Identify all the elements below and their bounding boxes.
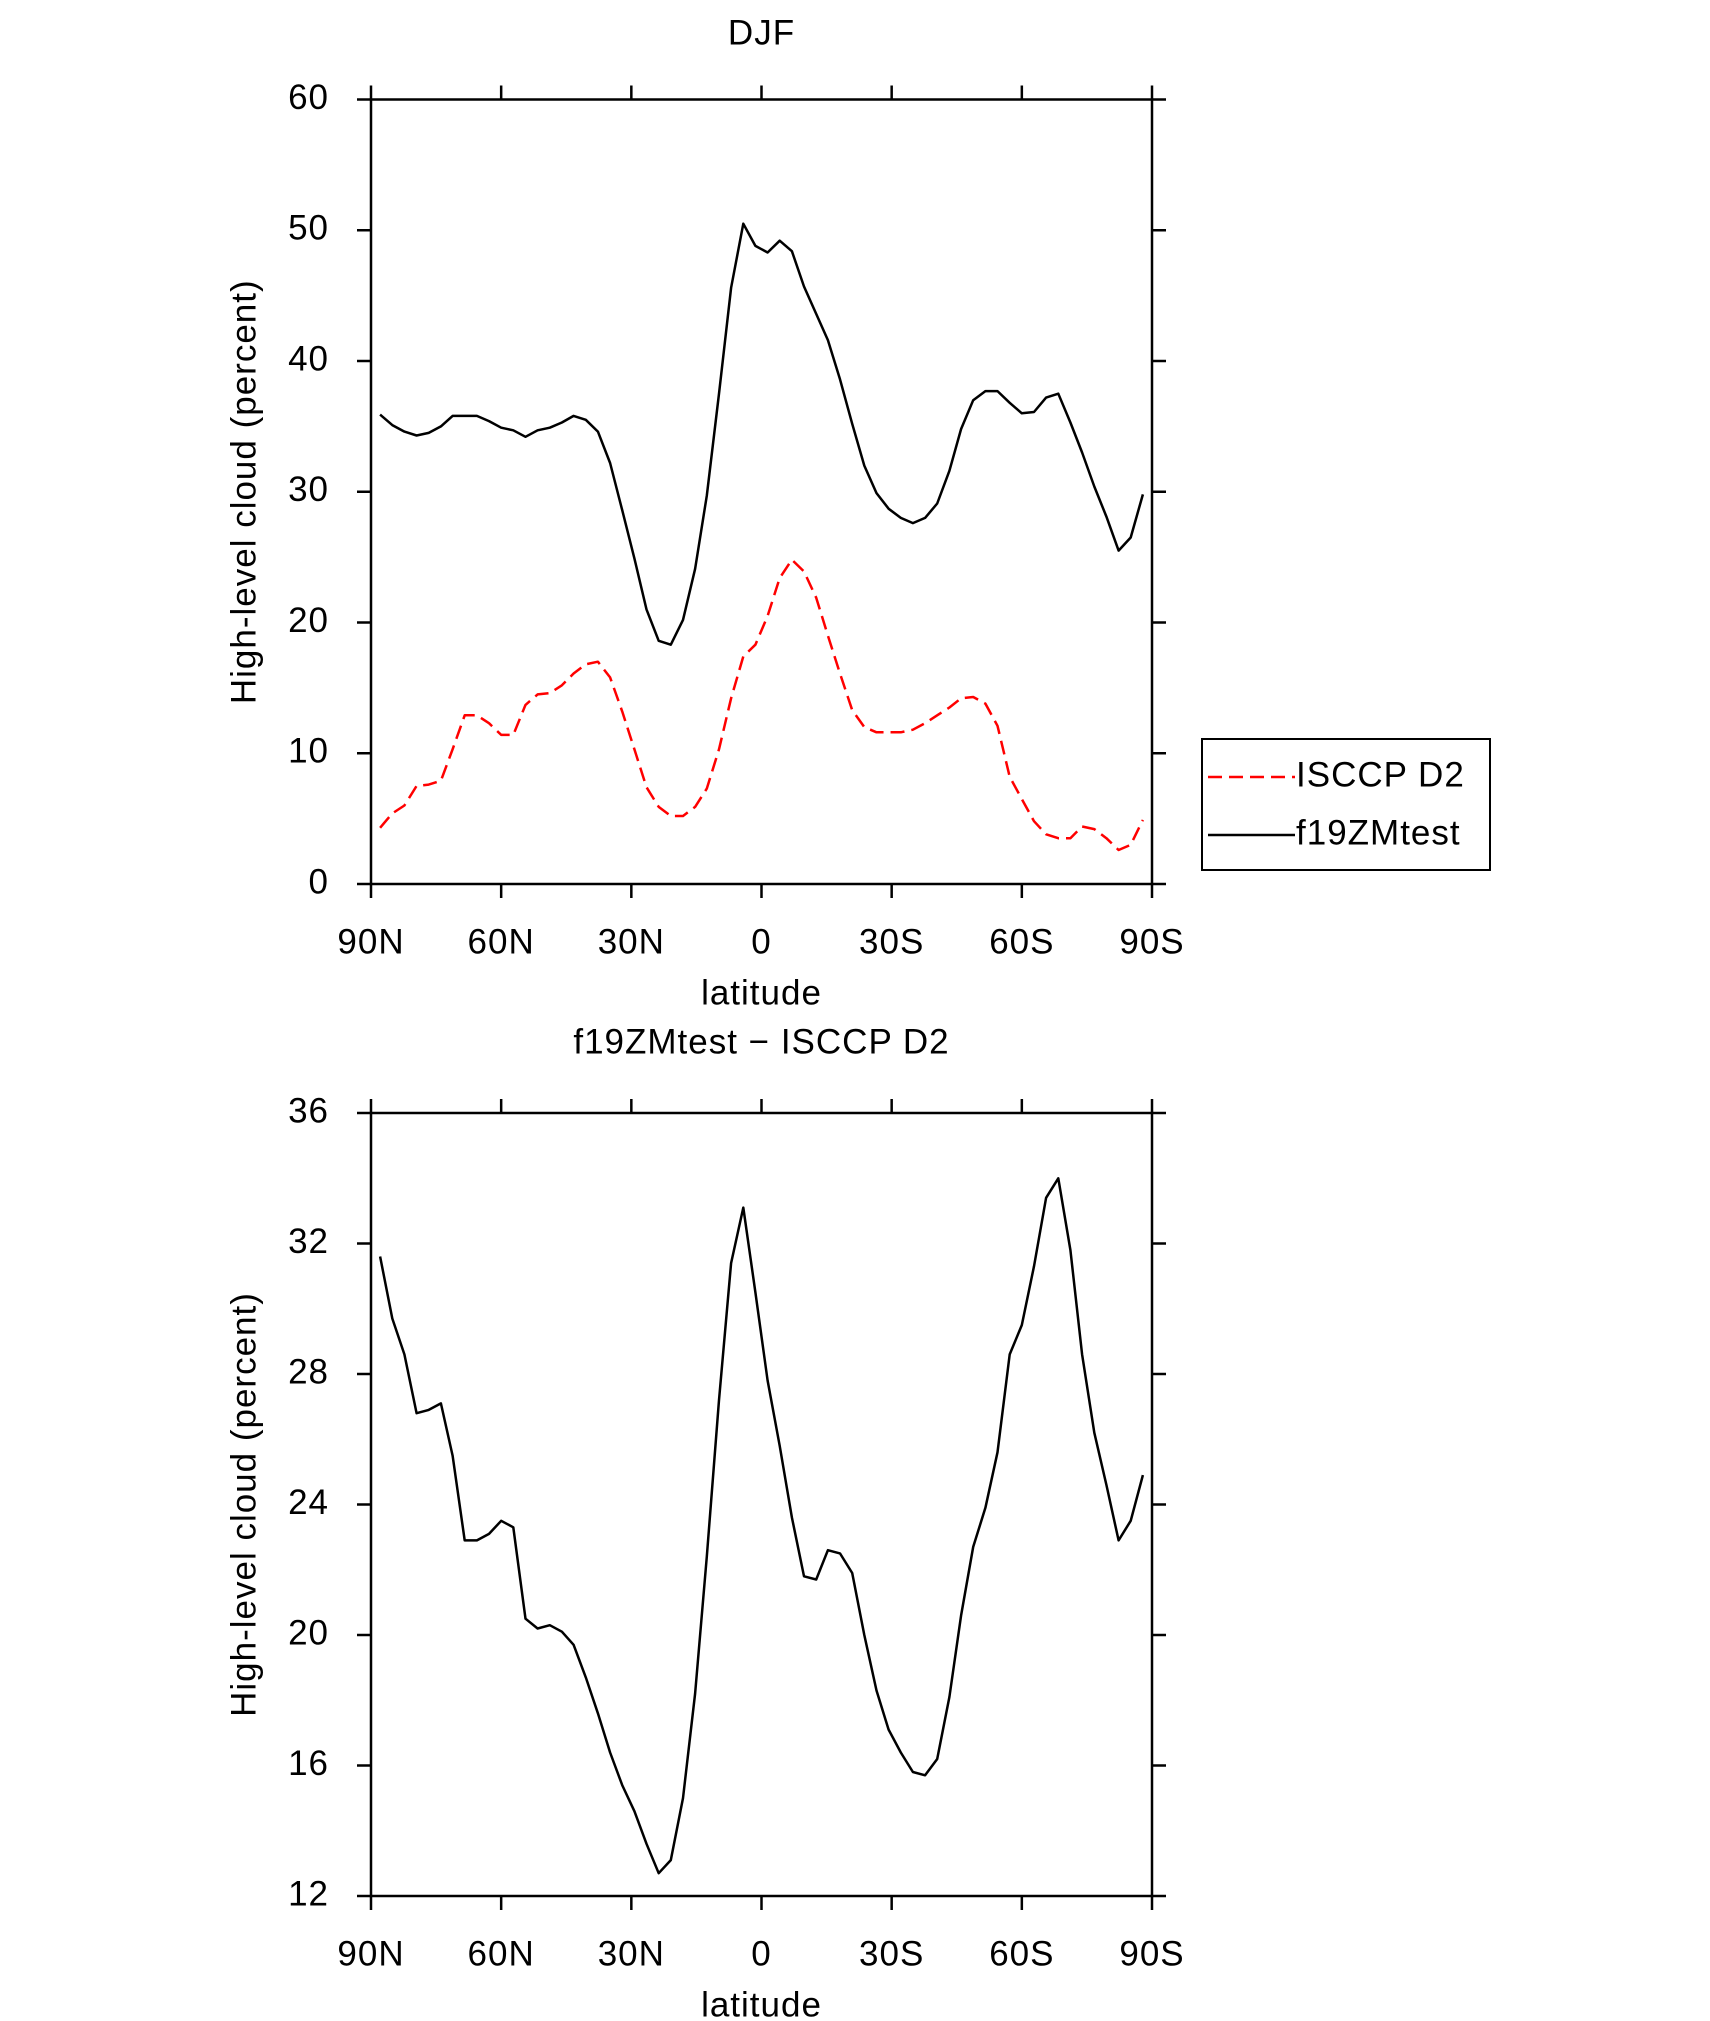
y-tick-label: 16: [288, 1744, 329, 1783]
y-tick-label: 0: [309, 862, 329, 901]
legend-box: [1201, 738, 1491, 871]
y-tick-label: 30: [288, 470, 329, 509]
chart-title: DJF: [728, 13, 795, 52]
y-tick-label: 20: [288, 1613, 329, 1652]
y-tick-label: 50: [288, 209, 329, 248]
x-tick-label: 30S: [859, 1934, 924, 1973]
data-line: [379, 558, 1145, 852]
y-tick-label: 40: [288, 339, 329, 378]
y-tick-label: 36: [288, 1091, 329, 1130]
x-axis-label: latitude: [701, 1985, 822, 2021]
y-tick-label: 20: [288, 601, 329, 640]
chart-title: f19ZMtest − ISCCP D2: [573, 1022, 949, 1061]
x-tick-label: 0: [751, 1934, 771, 1973]
plot-frame: [369, 98, 1154, 886]
x-tick-label: 60N: [468, 1934, 535, 1973]
y-axis-label: High-level cloud (percent): [224, 1292, 263, 1717]
x-tick-label: 90N: [337, 1934, 404, 1973]
y-tick-label: 60: [288, 78, 329, 117]
y-tick-label: 12: [288, 1874, 329, 1913]
x-axis-label: latitude: [701, 973, 822, 1012]
x-tick-label: 30S: [859, 922, 924, 961]
x-tick-label: 90N: [337, 922, 404, 961]
data-line: [378, 1177, 1145, 1875]
y-axis-label: High-level cloud (percent): [224, 279, 263, 704]
x-tick-label: 60N: [468, 922, 535, 961]
legend-label: f19ZMtest: [1296, 813, 1461, 852]
y-tick-label: 28: [288, 1352, 329, 1391]
data-line: [379, 222, 1145, 646]
y-tick-label: 24: [288, 1483, 329, 1522]
x-tick-label: 60S: [989, 922, 1054, 961]
x-tick-label: 90S: [1119, 922, 1184, 961]
x-tick-label: 90S: [1119, 1934, 1184, 1973]
x-tick-label: 0: [751, 922, 771, 961]
x-tick-label: 30N: [598, 1934, 665, 1973]
y-tick-label: 32: [288, 1222, 329, 1261]
plot-frame: [369, 1111, 1154, 1898]
x-tick-label: 60S: [989, 1934, 1054, 1973]
legend-label: ISCCP D2: [1296, 755, 1465, 794]
x-tick-label: 30N: [598, 922, 665, 961]
y-tick-label: 10: [288, 732, 329, 771]
